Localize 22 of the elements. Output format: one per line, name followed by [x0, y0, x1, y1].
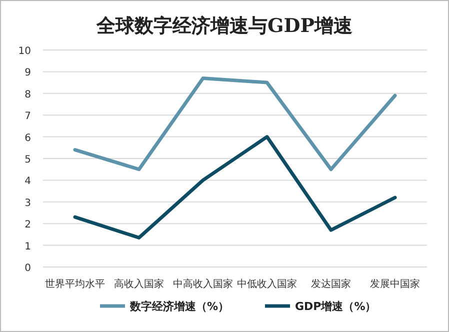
y-tick-label: 7 [24, 111, 31, 122]
line-series [73, 76, 397, 172]
y-tick-label: 2 [24, 220, 31, 231]
y-tick-label: 8 [24, 89, 31, 100]
y-tick-label: 1 [24, 241, 31, 252]
y-tick-label: 10 [18, 46, 31, 57]
y-tick-label: 6 [24, 132, 31, 144]
line-series [73, 135, 397, 240]
x-tick-label: 发展中国家 [370, 278, 420, 290]
legend-label: 数字经济增速（%） [129, 300, 230, 313]
x-tick-label: 世界平均水平 [45, 278, 105, 290]
legend-label: GDP增速（%） [295, 300, 376, 313]
x-tick-label: 发达国家 [311, 278, 351, 290]
y-tick-label: 4 [24, 176, 31, 188]
y-tick-label: 0 [24, 263, 31, 274]
x-tick-label: 高收入国家 [114, 278, 164, 290]
chart-title: 全球数字经济增速与GDP增速 [96, 15, 352, 37]
x-tick-label: 中低收入国家 [237, 278, 297, 290]
y-tick-label: 9 [24, 68, 31, 79]
x-tick-label: 中高收入国家 [173, 278, 233, 290]
y-tick-label: 3 [24, 198, 31, 209]
y-tick-label: 5 [24, 154, 31, 166]
